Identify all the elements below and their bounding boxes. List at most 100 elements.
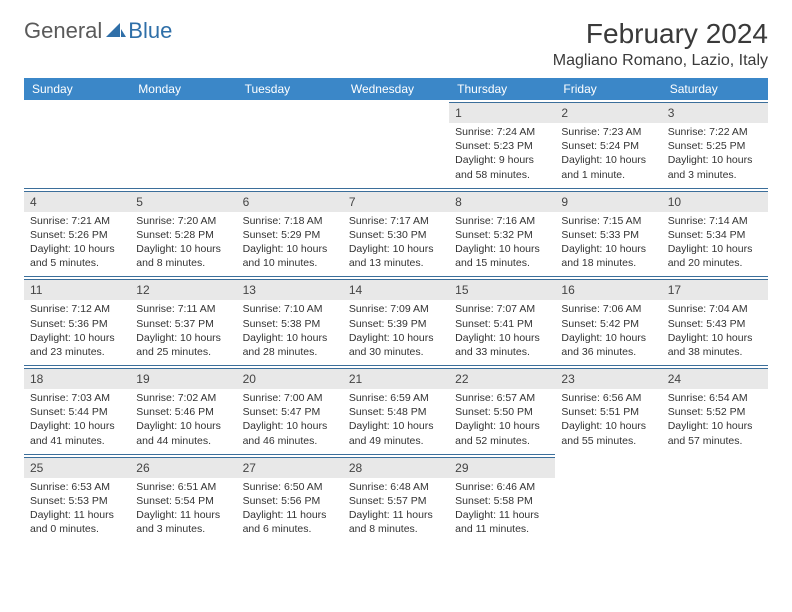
day-info: Sunrise: 6:50 AMSunset: 5:56 PMDaylight:… [243, 480, 337, 537]
day-number: 28 [349, 461, 362, 475]
day-number: 8 [455, 195, 462, 209]
weekday-header: Wednesday [343, 78, 449, 100]
day-cell: 5 Sunrise: 7:20 AMSunset: 5:28 PMDaylight… [130, 188, 236, 277]
day-cell: 27Sunrise: 6:50 AMSunset: 5:56 PMDayligh… [237, 454, 343, 543]
day-info: Sunrise: 7:21 AMSunset: 5:26 PMDaylight:… [30, 214, 124, 271]
day-number: 15 [455, 283, 468, 297]
weekday-header: Tuesday [237, 78, 343, 100]
title-block: February 2024 Magliano Romano, Lazio, It… [553, 18, 768, 70]
day-number: 24 [668, 372, 681, 386]
day-cell: 16Sunrise: 7:06 AMSunset: 5:42 PMDayligh… [555, 276, 661, 365]
day-cell: 15 Sunrise: 7:07 AMSunset: 5:41 PMDayligh… [449, 276, 555, 365]
weekday-header-row: SundayMondayTuesdayWednesdayThursdayFrid… [24, 78, 768, 100]
day-number-bar: 7 [343, 191, 449, 212]
logo-text-b: Blue [128, 18, 172, 44]
day-info: Sunrise: 7:17 AMSunset: 5:30 PMDaylight:… [349, 214, 443, 271]
day-number-bar: 15 [449, 279, 555, 300]
day-number: 2 [561, 106, 568, 120]
day-cell [130, 100, 236, 188]
day-cell: 9Sunrise: 7:15 AMSunset: 5:33 PMDaylight… [555, 188, 661, 277]
day-number-bar: 19 [130, 368, 236, 389]
day-number: 26 [136, 461, 149, 475]
day-number: 11 [30, 283, 42, 297]
day-info: Sunrise: 6:59 AMSunset: 5:48 PMDaylight:… [349, 391, 443, 448]
day-number: 5 [136, 195, 143, 209]
day-number-bar: 8 [449, 191, 555, 212]
day-number-bar: 1 [449, 102, 555, 123]
logo-text-a: General [24, 18, 102, 44]
day-number: 3 [668, 106, 675, 120]
day-number-bar: 20 [237, 368, 343, 389]
day-number-bar: 17 [662, 279, 768, 300]
location-subtitle: Magliano Romano, Lazio, Italy [553, 52, 768, 70]
day-cell [343, 100, 449, 188]
day-number-bar: 28 [343, 457, 449, 478]
day-number: 22 [455, 372, 468, 386]
day-number: 14 [349, 283, 362, 297]
day-cell [555, 454, 661, 543]
weeks-container: 1Sunrise: 7:24 AMSunset: 5:23 PMDaylight… [24, 100, 768, 542]
day-cell: 22 Sunrise: 6:57 AMSunset: 5:50 PMDayligh… [449, 365, 555, 454]
day-number-bar: 2 [555, 102, 661, 123]
day-info: Sunrise: 6:51 AMSunset: 5:54 PMDaylight:… [136, 480, 230, 537]
day-info: Sunrise: 7:00 AMSunset: 5:47 PMDaylight:… [243, 391, 337, 448]
week-row: 18Sunrise: 7:03 AMSunset: 5:44 PMDayligh… [24, 365, 768, 454]
day-number: 20 [243, 372, 256, 386]
day-number-bar: 29 [449, 457, 555, 478]
day-number: 17 [668, 283, 681, 297]
day-info: Sunrise: 7:06 AMSunset: 5:42 PMDaylight:… [561, 302, 655, 359]
calendar-grid: SundayMondayTuesdayWednesdayThursdayFrid… [24, 78, 768, 542]
day-cell: 6Sunrise: 7:18 AMSunset: 5:29 PMDaylight… [237, 188, 343, 277]
day-number: 10 [668, 195, 681, 209]
month-title: February 2024 [553, 18, 768, 50]
day-info: Sunrise: 7:07 AMSunset: 5:41 PMDaylight:… [455, 302, 549, 359]
day-info: Sunrise: 6:48 AMSunset: 5:57 PMDaylight:… [349, 480, 443, 537]
day-info: Sunrise: 7:12 AMSunset: 5:36 PMDaylight:… [30, 302, 124, 359]
week-row: 11 Sunrise: 7:12 AMSunset: 5:36 PMDayligh… [24, 276, 768, 365]
logo-triangle-icon [106, 23, 126, 39]
day-info: Sunrise: 7:14 AMSunset: 5:34 PMDaylight:… [668, 214, 762, 271]
day-info: Sunrise: 7:16 AMSunset: 5:32 PMDaylight:… [455, 214, 549, 271]
day-info: Sunrise: 6:57 AMSunset: 5:50 PMDaylight:… [455, 391, 549, 448]
week-row: 4 Sunrise: 7:21 AMSunset: 5:26 PMDaylight… [24, 188, 768, 277]
day-number-bar: 24 [662, 368, 768, 389]
day-number: 25 [30, 461, 43, 475]
day-cell: 29 Sunrise: 6:46 AMSunset: 5:58 PMDayligh… [449, 454, 555, 543]
day-number-bar: 23 [555, 368, 661, 389]
day-info: Sunrise: 7:20 AMSunset: 5:28 PMDaylight:… [136, 214, 230, 271]
day-info: Sunrise: 7:03 AMSunset: 5:44 PMDaylight:… [30, 391, 124, 448]
day-cell: 20 Sunrise: 7:00 AMSunset: 5:47 PMDayligh… [237, 365, 343, 454]
day-cell: 28 Sunrise: 6:48 AMSunset: 5:57 PMDayligh… [343, 454, 449, 543]
document-header: General Blue February 2024 Magliano Roma… [24, 18, 768, 70]
day-number: 21 [349, 372, 362, 386]
day-cell: 13Sunrise: 7:10 AMSunset: 5:38 PMDayligh… [237, 276, 343, 365]
day-number-bar: 22 [449, 368, 555, 389]
day-number-bar: 16 [555, 279, 661, 300]
day-cell [237, 100, 343, 188]
day-cell: 3 Sunrise: 7:22 AMSunset: 5:25 PMDaylight… [662, 100, 768, 188]
day-number: 12 [136, 283, 149, 297]
day-cell: 2Sunrise: 7:23 AMSunset: 5:24 PMDaylight… [555, 100, 661, 188]
day-number: 9 [561, 195, 568, 209]
day-info: Sunrise: 6:46 AMSunset: 5:58 PMDaylight:… [455, 480, 549, 537]
day-number-bar: 18 [24, 368, 130, 389]
day-number: 29 [455, 461, 468, 475]
day-info: Sunrise: 7:24 AMSunset: 5:23 PMDaylight:… [455, 125, 549, 182]
day-cell: 10 Sunrise: 7:14 AMSunset: 5:34 PMDayligh… [662, 188, 768, 277]
day-number-bar: 26 [130, 457, 236, 478]
day-cell: 12 Sunrise: 7:11 AMSunset: 5:37 PMDayligh… [130, 276, 236, 365]
day-cell: 25Sunrise: 6:53 AMSunset: 5:53 PMDayligh… [24, 454, 130, 543]
day-number: 4 [30, 195, 37, 209]
day-number: 19 [136, 372, 149, 386]
day-number: 6 [243, 195, 250, 209]
day-number-bar: 3 [662, 102, 768, 123]
day-cell: 24 Sunrise: 6:54 AMSunset: 5:52 PMDayligh… [662, 365, 768, 454]
day-cell: 23Sunrise: 6:56 AMSunset: 5:51 PMDayligh… [555, 365, 661, 454]
day-number-bar: 13 [237, 279, 343, 300]
day-number-bar: 5 [130, 191, 236, 212]
day-info: Sunrise: 6:54 AMSunset: 5:52 PMDaylight:… [668, 391, 762, 448]
day-cell: 18Sunrise: 7:03 AMSunset: 5:44 PMDayligh… [24, 365, 130, 454]
day-info: Sunrise: 7:11 AMSunset: 5:37 PMDaylight:… [136, 302, 230, 359]
day-info: Sunrise: 7:22 AMSunset: 5:25 PMDaylight:… [668, 125, 762, 182]
day-cell: 1Sunrise: 7:24 AMSunset: 5:23 PMDaylight… [449, 100, 555, 188]
